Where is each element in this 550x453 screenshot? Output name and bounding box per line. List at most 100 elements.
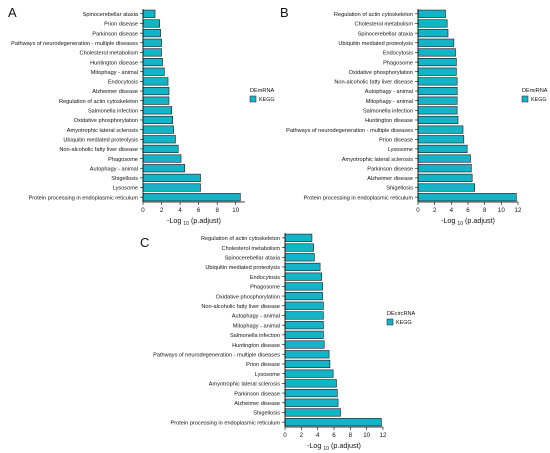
bar [284, 282, 323, 291]
bar [142, 77, 169, 86]
bar [417, 164, 472, 173]
bar [142, 154, 182, 163]
bar [417, 183, 475, 192]
bar [417, 38, 455, 47]
bar [284, 398, 339, 407]
category-label: Amyotrophic lateral sclerosis [209, 382, 280, 388]
category-label: Prion disease [104, 22, 138, 28]
bar [142, 106, 173, 115]
category-label: Ubiquitin mediated proteolysis [338, 41, 413, 47]
bar [417, 48, 456, 57]
legend-title: DEcircRNA [387, 311, 416, 317]
bar [142, 164, 186, 173]
bar [417, 173, 473, 182]
bar [284, 418, 382, 427]
category-label: Endocytosis [383, 51, 413, 57]
bar [142, 9, 156, 18]
bar [284, 388, 338, 398]
bar [417, 115, 459, 125]
x-tick-label: 4 [178, 207, 182, 214]
bar [142, 48, 162, 57]
category-label: Oxidative phosphorylation [74, 118, 138, 124]
category-label: Mitophagy - animal [366, 99, 413, 105]
bar [284, 262, 321, 272]
bar [417, 106, 458, 115]
category-label: Autophagy - animal [90, 166, 138, 172]
category-label: Regulation of actin cytoskeleton [201, 236, 280, 242]
panel-letter: A [8, 5, 17, 20]
category-label: Mitophagy - animal [233, 323, 280, 329]
x-tick-label: 10 [498, 207, 505, 214]
category-label: Phagosome [108, 157, 138, 163]
bar [417, 58, 457, 67]
category-label: Endocytosis [108, 80, 138, 86]
category-label: Shigellosis [386, 186, 413, 192]
bar [417, 154, 471, 163]
bar [284, 321, 324, 330]
category-label: Autophagy - animal [365, 89, 413, 95]
category-label: Phagosome [383, 60, 413, 66]
x-tick-label: 10 [363, 432, 370, 439]
category-label: Ubiquitin mediated proteolysis [63, 137, 138, 143]
category-label: Spinocerebellar ataxia [83, 12, 139, 18]
bar [284, 379, 337, 388]
bar [284, 369, 334, 378]
bar [417, 144, 468, 153]
panel-c: C Regulation of actin cytoskeleton Cholest… [140, 233, 416, 452]
bar [417, 9, 446, 18]
bar [142, 38, 162, 47]
bar [417, 19, 448, 28]
x-tick-label: 8 [215, 207, 219, 214]
x-tick-label: 0 [283, 432, 287, 439]
bar [284, 301, 324, 310]
category-label: Spinocerebellar ataxia [225, 255, 281, 261]
category-label: Alzheimer disease [92, 89, 138, 95]
x-tick-label: 0 [141, 207, 145, 214]
category-label: Lysosome [388, 147, 413, 153]
bar [142, 29, 161, 38]
category-label: Lysosome [255, 372, 280, 378]
category-label: Shigellosis [253, 411, 280, 417]
x-tick-label: 6 [332, 432, 336, 439]
bar [284, 243, 314, 252]
panel-letter: B [280, 5, 289, 20]
x-tick-label: 4 [450, 207, 454, 214]
bar [284, 291, 323, 301]
category-label: Protein processing in endoplasmic reticu… [304, 195, 414, 201]
category-label: Pathways of neurodegeneration - multiple… [286, 128, 413, 134]
category-label: Prion disease [246, 362, 280, 368]
bar [142, 115, 173, 125]
legend-swatch [386, 318, 394, 326]
x-tick-label: 12 [515, 207, 522, 214]
bar [284, 340, 325, 349]
category-label: Parkinson disease [92, 31, 138, 37]
category-label: Salmonella infection [363, 109, 413, 115]
category-label: Autophagy - animal [232, 314, 280, 320]
x-tick-label: 6 [197, 207, 201, 214]
bar [284, 253, 315, 262]
category-label: Salmonella infection [88, 109, 138, 115]
category-label: Oxidative phosphorylation [349, 70, 413, 76]
bar [417, 67, 457, 76]
bar [142, 125, 174, 134]
bar [142, 144, 179, 153]
x-tick-label: 2 [160, 207, 164, 214]
x-tick-label: 8 [483, 207, 487, 214]
category-label: Alzheimer disease [367, 176, 413, 182]
x-tick-label: 6 [466, 207, 470, 214]
category-label: Non-alcoholic fatty liver disease [201, 304, 280, 310]
bar [417, 77, 458, 86]
x-tick-label: 2 [300, 432, 304, 439]
category-label: Amyotrophic lateral sclerosis [342, 157, 413, 163]
bar [284, 330, 324, 339]
category-label: Non-alcoholic fatty liver disease [59, 147, 138, 153]
bar [142, 96, 170, 105]
category-label: Oxidative phosphorylation [216, 294, 280, 300]
bar [284, 408, 341, 417]
panel-b: B Regulation of actin cytoskeleton Cholest… [280, 5, 548, 227]
bar [284, 359, 331, 369]
category-label: Prion disease [379, 137, 413, 143]
category-label: Huntington disease [232, 343, 280, 349]
x-axis-title: -Log 10 (p.adjust) [167, 216, 221, 227]
legend-label: KEGG [396, 320, 412, 326]
